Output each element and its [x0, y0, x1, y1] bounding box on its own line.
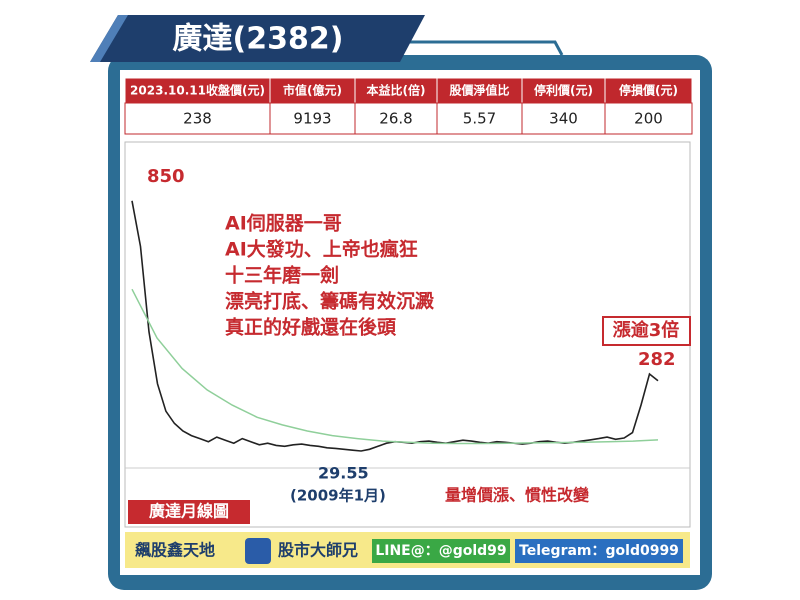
line-box	[372, 539, 510, 563]
value-cell	[124, 102, 271, 135]
last-label: 282	[638, 349, 676, 370]
telegram-box	[515, 539, 683, 563]
note-line: 漂亮打底、籌碼有效沉澱	[225, 290, 435, 313]
header-text: 股價淨值比	[449, 83, 509, 98]
stats-table: 2023.10.11收盤價(元) 238 市值(億元) 9193 本益比(倍) 26.8 股…	[124, 77, 693, 135]
thumb-icon	[245, 538, 271, 564]
value-text: 238	[183, 110, 212, 128]
title: 廣達(2382)	[173, 22, 344, 57]
moving-average	[131, 288, 659, 445]
header-text: 2023.10.11收盤價(元)	[130, 83, 265, 98]
value-text: 200	[634, 110, 663, 128]
note-line: 十三年磨一劍	[225, 264, 339, 287]
chart	[131, 200, 659, 452]
peak-label: 850	[147, 166, 185, 187]
volume-note: 量增價漲、慣性改變	[445, 486, 590, 505]
header-cell	[436, 77, 523, 104]
value-cell	[521, 102, 606, 135]
value-text: 340	[549, 110, 578, 128]
gain-box	[602, 316, 691, 346]
note-line: AI大發功、上帝也瘋狂	[225, 238, 418, 261]
low-label: 29.55	[318, 464, 369, 483]
notes: AI伺服器一哥 AI大發功、上帝也瘋狂十三年磨一劍漂亮打底、籌碼有效沉澱真正的好戲…	[225, 213, 435, 339]
chart-title: 廣達月線圖	[149, 502, 229, 521]
chart-title-box	[128, 500, 250, 524]
value-cell	[436, 102, 523, 135]
tab-line	[400, 40, 564, 56]
footer-line: LINE@：@gold99	[375, 543, 506, 559]
value-cell	[604, 102, 693, 135]
header-text: 市值(億元)	[283, 83, 342, 98]
gain-label: 漲逾3倍	[613, 319, 680, 341]
header-text: 本益比(倍)	[367, 83, 426, 98]
value-text: 26.8	[379, 110, 412, 128]
footer-name: 股市大師兄	[278, 541, 358, 560]
header-cell	[521, 77, 606, 104]
chart-area	[124, 141, 691, 528]
low-date: (2009年1月)	[290, 487, 386, 505]
footer-brand: 飆股鑫天地	[135, 541, 215, 560]
header-text: 停損價(元)	[619, 83, 678, 98]
title-tab	[90, 15, 425, 62]
header-text: 停利價(元)	[534, 83, 593, 98]
note-line: 真正的好戲還在後頭	[225, 316, 397, 339]
note-line: AI伺服器一哥	[225, 213, 342, 235]
value-cell	[269, 102, 356, 135]
footer-telegram: Telegram：gold0999	[519, 543, 679, 559]
header-cell	[604, 77, 693, 104]
header-cell	[124, 77, 271, 104]
value-text: 5.57	[463, 110, 496, 128]
title-stripe	[90, 15, 128, 62]
value-text: 9193	[293, 110, 331, 128]
